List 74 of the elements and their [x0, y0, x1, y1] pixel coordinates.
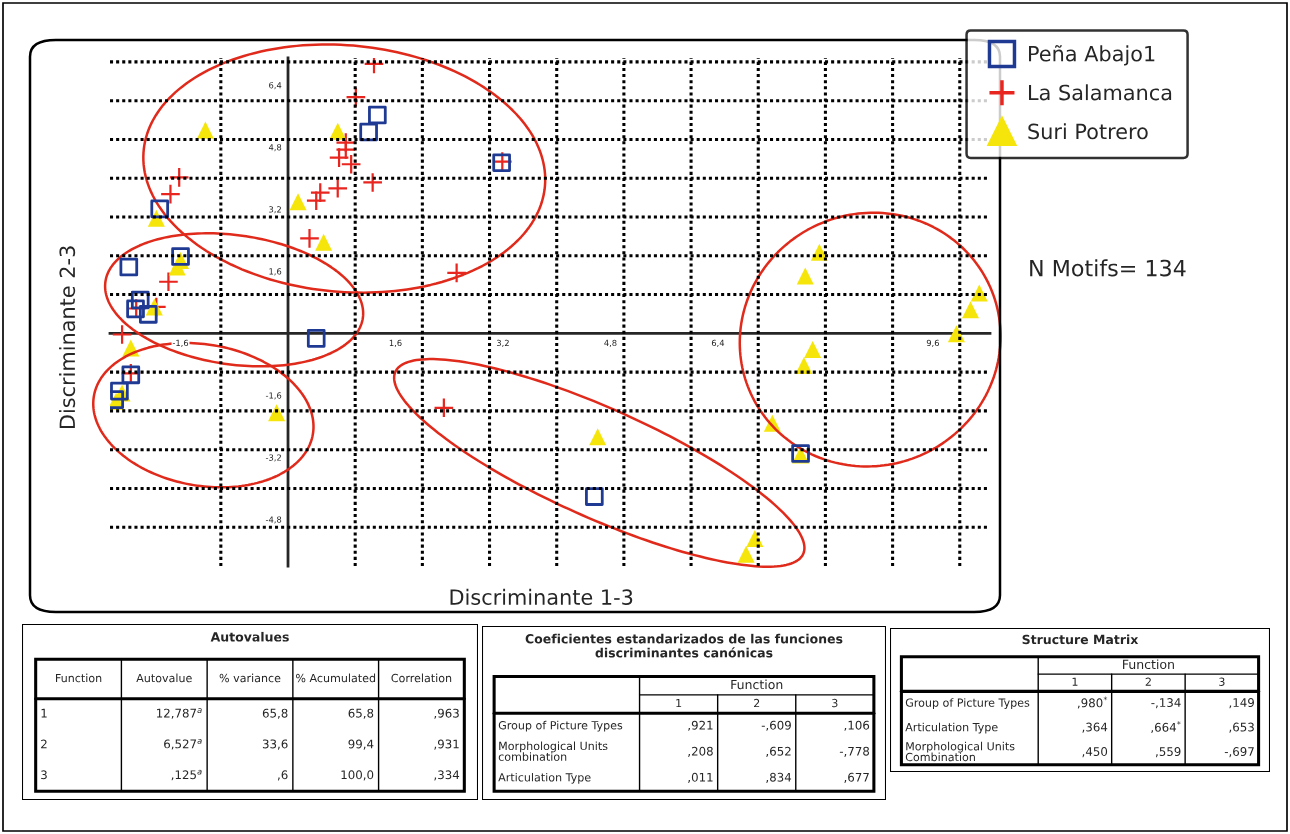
y-tick-label: 3,2 — [269, 206, 281, 214]
category-label: Group of Picture Types — [905, 698, 1030, 709]
text: 6,527$^{a}$ — [164, 739, 202, 750]
text: 65,8 — [262, 708, 288, 719]
category-label: 1 — [41, 708, 47, 718]
x-tick-label: 6,4 — [711, 339, 725, 347]
text: Function — [731, 679, 783, 690]
text: ,664$^{*}$ — [1151, 720, 1181, 733]
text: Structure Matrix — [1022, 634, 1139, 645]
text: ,980$^{*}$ — [1077, 696, 1108, 709]
text: 99,4 — [348, 739, 374, 750]
legend-label: Suri Potrero — [1028, 123, 1148, 140]
text: 100,0 — [341, 770, 374, 781]
text: ,963 — [434, 708, 459, 719]
category-label: Correlation — [391, 673, 452, 683]
x-tick-label: 4,8 — [604, 339, 617, 347]
y-tick-label: -3,2 — [265, 454, 281, 462]
text: ,011 — [688, 772, 713, 783]
category-label: Articulation Type — [498, 772, 591, 784]
category-label: 2 — [754, 698, 760, 708]
x-tick-label: 1,6 — [389, 339, 402, 347]
y-tick-label: -1,6 — [265, 392, 282, 400]
category-label: % variance — [219, 673, 281, 683]
text: ,125$^{a}$ — [171, 769, 202, 781]
category-label: Morphological Units Combination — [905, 741, 1015, 762]
text: 33,6 — [262, 739, 288, 750]
text: Coeficientes estandarizados de las funciones discriminantes canónicas — [525, 633, 843, 658]
text: -,134 — [1151, 698, 1181, 709]
category-label: Articulation Type — [905, 722, 998, 734]
text: ,6 — [277, 770, 288, 781]
category-label: Autovalue — [136, 673, 192, 683]
y-tick-label: 1,6 — [269, 268, 282, 276]
category-label: Morphological Units combination — [498, 741, 608, 761]
text: ,834 — [766, 772, 792, 783]
x-tick-label: 9,6 — [926, 339, 939, 347]
text: -,609 — [761, 720, 791, 731]
category-label: 2 — [41, 739, 47, 749]
category-label: Group of Picture Types — [498, 720, 623, 732]
x-axis-title: Discriminante 1-3 — [450, 588, 633, 605]
text: ,208 — [688, 746, 713, 757]
text: N Motifs= 134 — [1030, 259, 1186, 277]
text: Function — [1123, 659, 1174, 670]
text: ,921 — [688, 720, 713, 731]
y-tick-label: 4,8 — [268, 144, 282, 152]
text: ,652 — [766, 746, 791, 757]
y-tick-label: 6,4 — [269, 82, 282, 90]
category-label: Function — [56, 673, 102, 683]
text: Autovalues — [210, 631, 289, 642]
text: ,149 — [1229, 698, 1254, 709]
x-tick-label: -1,6 — [172, 339, 189, 347]
text: ,931 — [434, 739, 459, 750]
text: -,778 — [839, 746, 870, 757]
text: 12,787$^{a}$ — [157, 708, 202, 719]
category-label: 3 — [41, 770, 47, 780]
text: ,334 — [434, 770, 460, 781]
legend-label: La Salamanca — [1029, 84, 1172, 101]
y-tick-label: -4,8 — [265, 516, 282, 524]
text: 65,8 — [348, 708, 374, 719]
text: ,450 — [1082, 747, 1108, 758]
category-label: 3 — [1219, 677, 1225, 686]
category-label: 2 — [1145, 677, 1151, 686]
text: ,106 — [844, 720, 870, 731]
legend-label: Peña Abajo1 — [1029, 45, 1155, 66]
text: ,677 — [844, 772, 869, 783]
text: ,364 — [1082, 722, 1108, 733]
text: ,653 — [1229, 722, 1254, 733]
text: -,697 — [1224, 747, 1254, 758]
x-tick-label: 3,2 — [496, 339, 509, 347]
category-label: 1 — [1072, 677, 1078, 686]
category-label: % Acumulated — [296, 673, 376, 683]
y-axis-title: Discriminante 2-3 — [59, 246, 76, 429]
category-label: 1 — [676, 698, 682, 708]
text: ,559 — [1155, 747, 1181, 758]
category-label: 3 — [832, 698, 838, 708]
